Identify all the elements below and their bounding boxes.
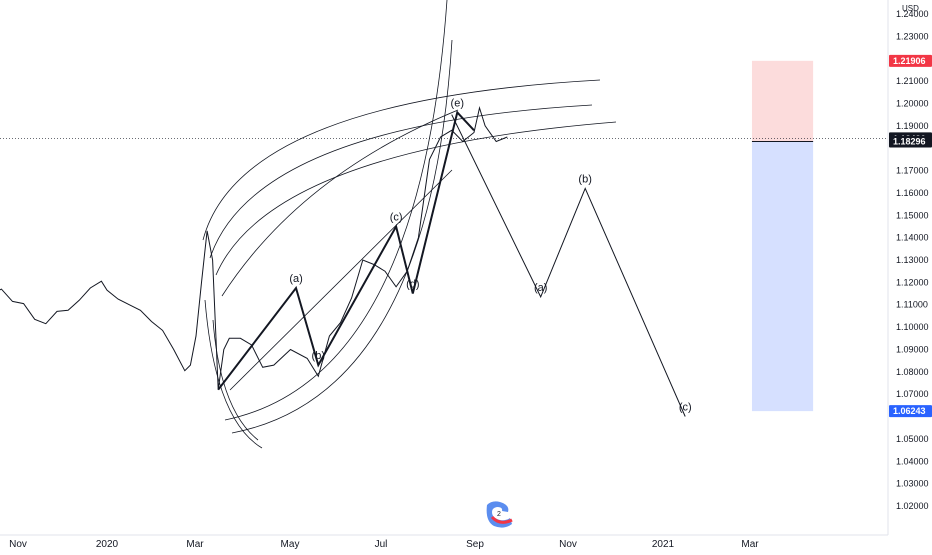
wave-label: (e) xyxy=(451,97,464,109)
y-tick-label: 1.19000 xyxy=(896,121,929,131)
logo-icon: 2 xyxy=(486,501,513,528)
wave-label: (b) xyxy=(578,173,591,185)
y-tick-label: 1.11000 xyxy=(896,300,928,310)
y-tick-label: 1.12000 xyxy=(896,277,929,287)
fib-arc xyxy=(209,104,593,259)
price-label-box xyxy=(889,54,932,67)
y-tick-label: 1.14000 xyxy=(896,233,929,243)
wave-label: (b) xyxy=(312,350,325,362)
y-tick-label: 1.16000 xyxy=(896,188,929,198)
projection-line xyxy=(451,114,686,417)
wave-line xyxy=(217,110,475,391)
trend-line xyxy=(229,169,453,391)
y-tick-label: 1.08000 xyxy=(896,367,929,377)
stop-zone xyxy=(751,60,814,142)
fibonacci-arcs xyxy=(202,0,617,449)
price-axis: 1.24000 1.23000 1.21000 1.20000 1.19000 1.170… xyxy=(887,0,929,535)
wave-label: (d) xyxy=(406,279,419,291)
y-tick-label: 1.13000 xyxy=(896,255,929,265)
target-zone xyxy=(751,141,814,412)
currency-label: USD xyxy=(902,4,919,13)
projection-path xyxy=(451,114,686,417)
y-tick-label: 1.17000 xyxy=(896,166,929,176)
y-tick-label: 1.20000 xyxy=(896,98,929,108)
y-tick-label: 1.05000 xyxy=(896,434,929,444)
y-tick-label: 1.10000 xyxy=(896,322,929,332)
wave-label: (c) xyxy=(390,211,403,223)
wave-label: (c) xyxy=(679,402,692,414)
wave-labels: (a) (b) (c) (d) (e) (a) (b) (c) xyxy=(289,97,691,413)
position-box xyxy=(0,60,888,412)
y-tick-label: 1.24000 xyxy=(896,9,929,19)
y-tick-label: 1.03000 xyxy=(896,479,929,489)
time-axis: Nov 2020 Mar May Jul Sep Nov 2021 Mar xyxy=(0,534,888,550)
x-tick-label: Nov xyxy=(9,539,27,550)
x-tick-label: Mar xyxy=(741,539,759,550)
price-series xyxy=(0,105,508,390)
fib-arc xyxy=(221,109,459,297)
price-label-text: 1.06243 xyxy=(893,406,926,416)
wave-lines xyxy=(217,110,475,391)
x-tick-label: Jul xyxy=(375,539,388,550)
x-tick-label: May xyxy=(281,539,300,550)
price-label-text: 1.18296 xyxy=(893,137,926,147)
y-tick-label: 1.15000 xyxy=(896,210,929,220)
logo-mark: 2 xyxy=(497,511,501,518)
price-label-box xyxy=(889,135,932,148)
x-tick-label: 2021 xyxy=(652,539,675,550)
fib-arc xyxy=(212,319,259,441)
price-label-text: 1.21906 xyxy=(893,56,926,66)
fib-arc xyxy=(204,299,263,449)
y-tick-label: 1.21000 xyxy=(896,76,929,86)
x-tick-label: Sep xyxy=(466,539,484,550)
x-tick-label: Nov xyxy=(559,539,577,550)
wave-label: (a) xyxy=(534,282,547,294)
fib-arc xyxy=(215,121,617,276)
y-tick-label: 1.09000 xyxy=(896,344,929,354)
y-tick-label: 1.07000 xyxy=(896,389,929,399)
y-tick-label: 1.02000 xyxy=(896,501,929,511)
y-tick-label: 1.04000 xyxy=(896,456,929,466)
price-label-box xyxy=(889,405,932,418)
wave-label: (a) xyxy=(289,273,302,285)
price-line xyxy=(0,105,508,390)
x-tick-label: Mar xyxy=(186,539,204,550)
fib-arc xyxy=(224,0,448,421)
x-tick-label: 2020 xyxy=(96,539,119,550)
fib-arc xyxy=(231,39,453,434)
fib-arc xyxy=(202,79,601,241)
y-tick-label: 1.23000 xyxy=(896,31,929,41)
